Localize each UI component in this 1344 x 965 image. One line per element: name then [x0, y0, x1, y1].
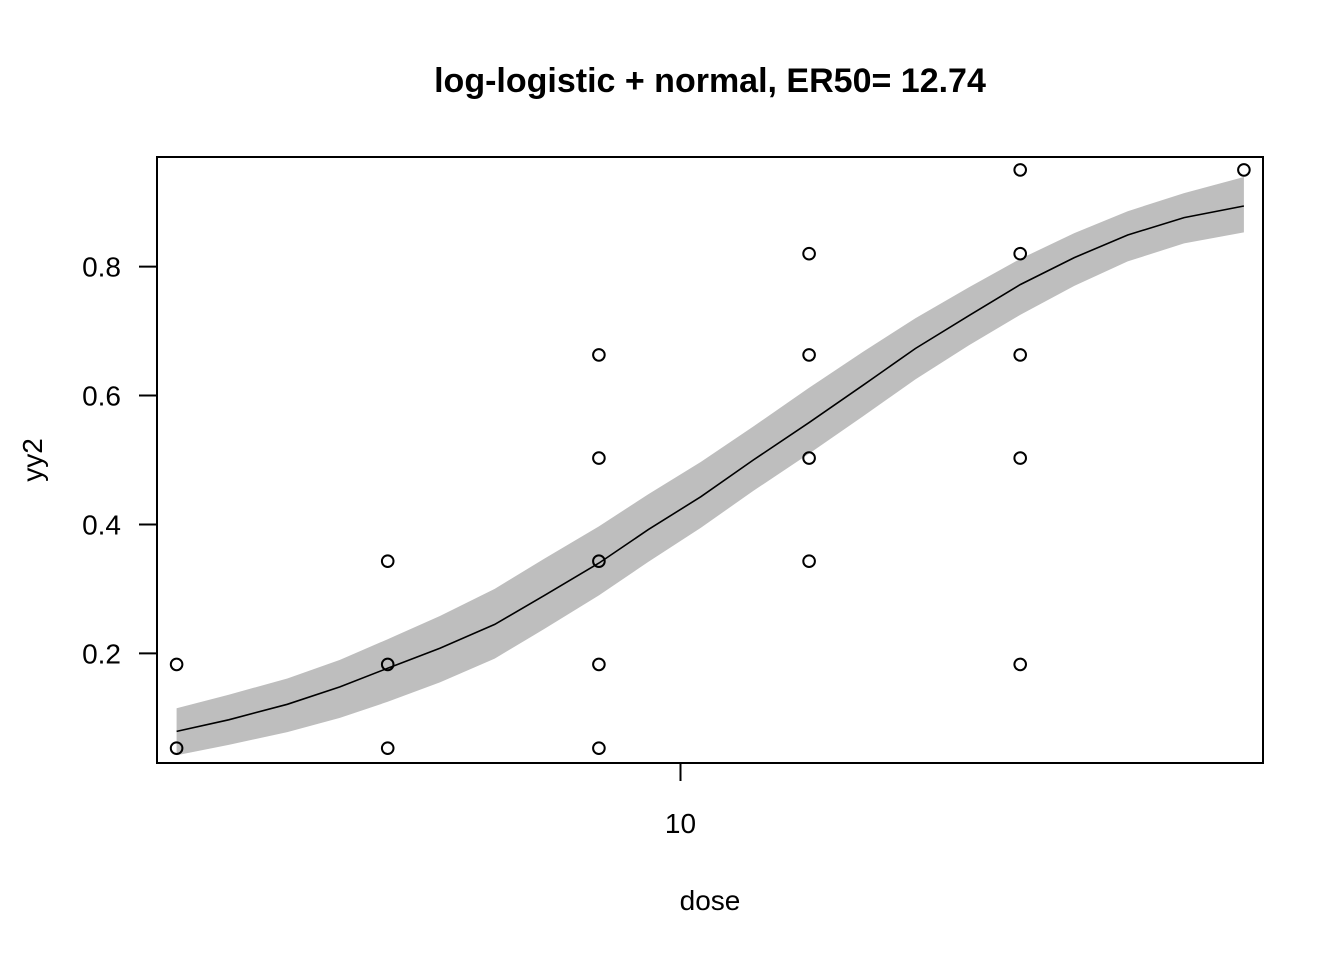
confidence-band — [176, 177, 1244, 756]
chart-title: log-logistic + normal, ER50= 12.74 — [434, 62, 986, 100]
y-tick-label: 0.4 — [82, 509, 121, 540]
data-point — [802, 554, 816, 569]
fit-line-layer — [176, 205, 1245, 733]
data-point — [169, 657, 184, 672]
confidence-band-layer — [176, 177, 1244, 756]
data-point — [380, 741, 395, 756]
data-point — [1013, 348, 1028, 362]
data-points-layer — [169, 163, 1251, 756]
y-tick-label: 0.2 — [82, 638, 121, 669]
data-point — [592, 348, 606, 362]
data-point — [380, 657, 395, 672]
data-point — [1013, 163, 1028, 177]
plot-frame — [156, 156, 1264, 764]
x-axis-label: dose — [680, 885, 741, 916]
data-point — [592, 451, 606, 465]
data-point — [1013, 657, 1028, 672]
y-axis-label: yy2 — [17, 438, 48, 482]
x-tick-label: 10 — [665, 808, 696, 839]
y-axis: 0.2 0.4 0.6 0.8 — [82, 252, 157, 669]
data-point — [380, 554, 395, 569]
data-point — [169, 741, 184, 756]
data-point — [1013, 246, 1028, 261]
data-point — [1237, 163, 1251, 177]
data-point — [802, 246, 816, 261]
y-tick-label: 0.8 — [82, 252, 121, 283]
data-point — [802, 348, 816, 362]
y-tick-label: 0.6 — [82, 381, 121, 412]
data-point — [592, 657, 606, 672]
data-point — [592, 554, 606, 569]
data-point — [802, 451, 816, 465]
data-point — [1013, 451, 1028, 465]
x-axis: 10 — [665, 763, 696, 839]
fit-line — [176, 205, 1245, 733]
data-point — [592, 741, 606, 756]
